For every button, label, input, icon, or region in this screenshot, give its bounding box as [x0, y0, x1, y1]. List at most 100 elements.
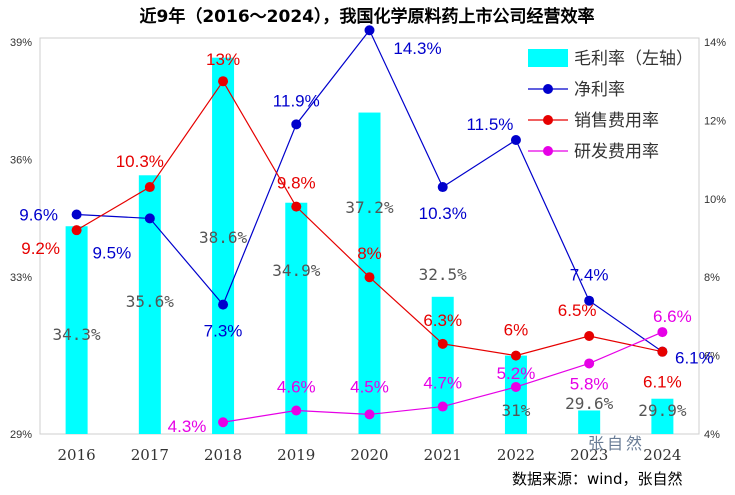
right-axis: 4% 6% 8% 10% 12% 14%	[704, 37, 726, 441]
series-point-3	[291, 405, 302, 416]
series-data-label-2: 13%	[206, 50, 240, 69]
left-axis: 29% 33% 36% 39%	[10, 37, 32, 441]
left-tick-label: 33%	[10, 272, 32, 284]
legend-label: 销售费用率	[574, 111, 659, 131]
series-point-3	[510, 381, 521, 392]
series-point-2	[657, 346, 668, 357]
x-tick-label: 2021	[424, 446, 462, 464]
bar-data-label: 29.9%	[638, 401, 687, 420]
series-data-label-2: 6.1%	[643, 373, 682, 392]
bar-2022	[504, 355, 527, 434]
series-data-label-1: 11.9%	[273, 91, 320, 110]
bar-2021	[431, 296, 454, 434]
left-tick-label: 39%	[10, 37, 32, 49]
series-data-label-2: 9.2%	[21, 239, 60, 258]
series-point-1	[510, 135, 521, 145]
series-data-label-2: 6.5%	[558, 301, 597, 320]
series-point-1	[584, 295, 595, 306]
series-data-label-1: 6.1%	[675, 349, 714, 368]
series-data-label-3: 5.8%	[570, 374, 609, 393]
right-tick-label: 12%	[704, 115, 726, 127]
bar-data-label: 31%	[501, 401, 530, 420]
x-tick-label: 2022	[497, 446, 535, 464]
x-tick-label: 2024	[643, 446, 681, 464]
series-data-label-2: 9.8%	[277, 174, 316, 193]
chart-title: 近9年（2016～2024），我国化学原料药上市公司经营效率	[140, 6, 595, 27]
series-point-2	[144, 182, 155, 193]
bar-data-label: 34.9%	[272, 261, 321, 280]
right-tick-label: 8%	[704, 272, 720, 284]
series-data-label-2: 6%	[504, 321, 529, 340]
legend-label: 毛利率（左轴）	[574, 49, 693, 69]
bar-data-label: 29.6%	[565, 394, 614, 413]
legend-swatch-marker	[543, 84, 553, 94]
legend-label: 研发费用率	[574, 142, 659, 162]
right-tick-label: 14%	[704, 37, 726, 49]
x-tick-label: 2020	[350, 446, 388, 464]
series-point-2	[437, 338, 448, 349]
bar-2024	[651, 398, 674, 434]
legend-swatch-marker	[543, 146, 553, 156]
series-point-1	[364, 25, 375, 36]
watermark-text: 张自然	[588, 434, 645, 453]
source-note: 数据来源：wind，张自然	[512, 470, 682, 488]
right-tick-label: 10%	[704, 194, 726, 206]
line-series: 9.6% 9.5% 7.3% 11.9% 14.3% 10.3% 11.5% 7.4% 6.1%…	[19, 25, 714, 436]
series-data-label-2: 8%	[357, 244, 382, 263]
series-point-3	[218, 417, 229, 428]
bar-2017	[138, 175, 161, 434]
right-tick-label: 4%	[704, 429, 720, 441]
series-data-label-1: 9.5%	[92, 243, 131, 262]
series-data-label-2: 6.3%	[423, 311, 462, 330]
series-point-1	[218, 299, 229, 310]
series-point-2	[510, 350, 521, 361]
legend-swatch-bar	[528, 49, 568, 67]
series-data-label-3: 4.3%	[168, 417, 207, 436]
series-data-label-1: 11.5%	[466, 115, 513, 134]
series-point-2	[584, 331, 595, 341]
series-point-2	[364, 272, 375, 283]
series-point-2	[218, 76, 229, 87]
series-point-3	[437, 401, 448, 412]
series-data-label-1: 7.3%	[204, 322, 243, 341]
series-point-2	[291, 201, 302, 212]
bar-data-label: 38.6%	[199, 228, 248, 247]
series-data-label-3: 4.6%	[277, 377, 316, 396]
bar-data-label: 37.2%	[345, 198, 394, 217]
legend-swatch-marker	[543, 115, 553, 125]
bar-2019	[285, 202, 308, 434]
series-point-3	[584, 358, 595, 369]
x-tick-label: 2017	[131, 446, 169, 464]
series-data-label-1: 14.3%	[393, 39, 441, 58]
bar-2018	[212, 57, 235, 435]
left-tick-label: 29%	[10, 429, 32, 441]
legend-label: 净利率	[574, 80, 625, 100]
series-data-label-3: 5.2%	[497, 364, 536, 383]
x-tick-label: 2019	[277, 446, 315, 464]
right-tick-label: 6%	[704, 351, 720, 363]
series-point-2	[71, 225, 82, 236]
left-tick-label: 36%	[10, 155, 32, 167]
x-axis: 2016 2017 2018 2019 2020 2021 2022 2023 2024	[58, 446, 682, 464]
series-point-1	[291, 119, 302, 130]
x-tick-label: 2018	[204, 446, 242, 464]
bar-data-label: 35.6%	[126, 292, 175, 311]
bar-2016	[65, 226, 88, 434]
x-tick-label: 2023	[570, 446, 608, 464]
series-point-3	[364, 409, 375, 420]
series-data-label-3: 4.7%	[423, 374, 462, 393]
x-tick-label: 2016	[58, 446, 96, 464]
series-point-1	[144, 213, 155, 224]
series-point-3	[657, 327, 668, 338]
bar-2023	[578, 410, 601, 434]
series-point-1	[71, 209, 82, 220]
series-point-1	[437, 182, 448, 193]
series-data-label-1: 9.6%	[19, 205, 58, 224]
series-data-label-3: 6.6%	[653, 307, 692, 326]
series-data-label-3: 4.5%	[350, 377, 389, 396]
series-data-label-1: 10.3%	[419, 204, 467, 223]
bar-data-label: 34.3%	[53, 325, 102, 344]
series-data-label-2: 10.3%	[116, 152, 164, 171]
